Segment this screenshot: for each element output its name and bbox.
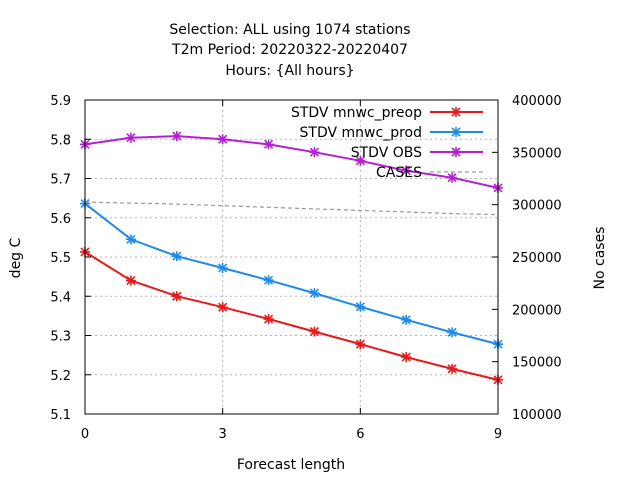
- data-point: [447, 172, 458, 183]
- y-tick-label: 5.9: [50, 94, 71, 109]
- data-point: [355, 339, 366, 350]
- data-point: [401, 165, 412, 176]
- series-layer: [80, 131, 503, 385]
- grid-lines: [85, 100, 498, 414]
- legend: STDV mnwc_preop STDV mnwc_prod STDV OBS CAS…: [291, 105, 483, 181]
- data-point: [309, 288, 320, 299]
- data-point: [171, 251, 182, 262]
- legend-label-3: CASES: [376, 165, 422, 181]
- data-point: [309, 326, 320, 337]
- x-tick-label: 9: [494, 427, 502, 442]
- y-tick-label: 5.6: [50, 212, 71, 227]
- y-tick-label: 5.2: [50, 369, 71, 384]
- y-tick-label: 5.3: [50, 330, 71, 345]
- series-line-1: [84, 202, 499, 346]
- chart-title-line-2: T2m Period: 20220322-20220407: [171, 42, 408, 58]
- y2-axis-label: No cases: [592, 227, 608, 290]
- y-tick-label: 5.7: [50, 173, 71, 188]
- y-tick-label: 5.5: [50, 251, 71, 266]
- y2-tick-label: 300000: [512, 199, 562, 214]
- data-point: [217, 134, 228, 145]
- axes-layer: [84, 99, 499, 415]
- series-line-0: [84, 251, 499, 381]
- data-point: [217, 262, 228, 273]
- data-point: [125, 234, 136, 245]
- y-tick-label: 5.8: [50, 133, 71, 148]
- legend-marker-1: [451, 127, 461, 137]
- series-line-3: [84, 201, 499, 216]
- chart-title-line-3: Hours: {All hours}: [225, 63, 354, 79]
- x-axis-label: Forecast length: [237, 457, 345, 473]
- data-point: [355, 301, 366, 312]
- y2-tick-label: 400000: [512, 94, 562, 109]
- y-tick-label: 5.1: [50, 408, 71, 423]
- data-point: [217, 302, 228, 313]
- data-point: [171, 131, 182, 142]
- legend-label-1: STDV mnwc_prod: [300, 125, 422, 141]
- y2-tick-label: 250000: [512, 251, 562, 266]
- data-point: [401, 352, 412, 363]
- x-tick-label: 0: [81, 427, 89, 442]
- data-point: [125, 132, 136, 143]
- y-axis-label: deg C: [8, 237, 24, 278]
- legend-label-0: STDV mnwc_preop: [291, 105, 422, 121]
- plot-frame: [84, 99, 499, 415]
- x-tick-label: 6: [356, 427, 364, 442]
- tick-labels: 5.1 5.2 5.3 5.4 5.5 5.6 5.7 5.8 5.9 0 3 6 9 100000 150…: [50, 94, 561, 442]
- data-point: [309, 147, 320, 158]
- y2-tick-label: 100000: [512, 408, 562, 423]
- legend-marker-2: [451, 147, 461, 157]
- legend-marker-0: [451, 107, 461, 117]
- data-point: [263, 314, 274, 325]
- x-tick-label: 3: [219, 427, 227, 442]
- data-point: [447, 363, 458, 374]
- data-point: [263, 139, 274, 150]
- y2-tick-label: 350000: [512, 146, 562, 161]
- series-line-2: [84, 135, 499, 189]
- y-tick-label: 5.4: [50, 290, 71, 305]
- y2-tick-label: 200000: [512, 303, 562, 318]
- data-point: [401, 314, 412, 325]
- data-point: [447, 327, 458, 338]
- chart-title-line-1: Selection: ALL using 1074 stations: [169, 22, 410, 38]
- data-point: [355, 155, 366, 166]
- data-point: [171, 291, 182, 302]
- data-point: [125, 275, 136, 286]
- data-point: [263, 275, 274, 286]
- y2-tick-label: 150000: [512, 356, 562, 371]
- legend-label-2: STDV OBS: [351, 145, 422, 161]
